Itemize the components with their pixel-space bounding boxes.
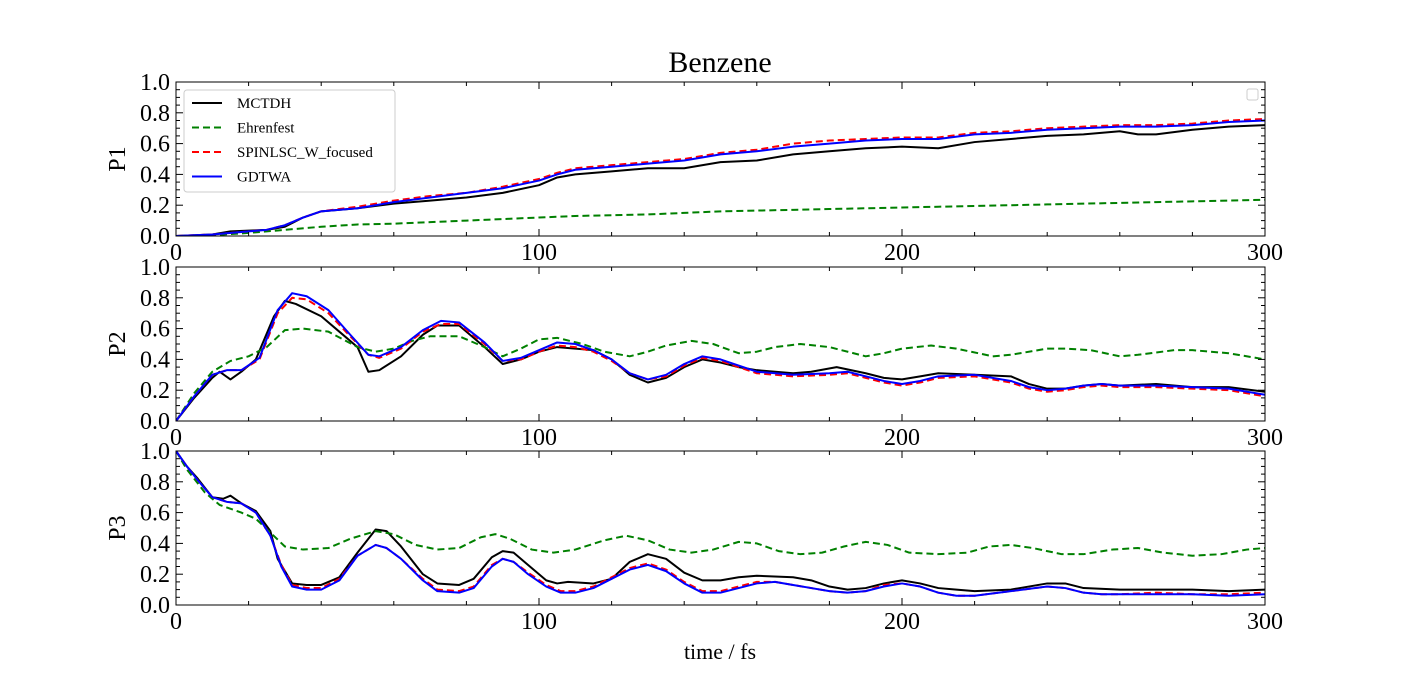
y-tick-label: 0.8 <box>140 286 170 312</box>
x-tick-label: 300 <box>1247 425 1283 451</box>
x-tick-label: 100 <box>521 240 557 266</box>
y-tick-label: 0.6 <box>140 132 170 158</box>
subplot-p1: 0 100 200 300 0.0 0.2 0.4 0.6 0.8 1.0 P1 MCTDH Ehren… <box>105 70 1283 266</box>
x-tick-label: 0 <box>170 425 182 451</box>
series-line-spinlsc-w-focused <box>176 117 1265 236</box>
legend-label: Ehrenfest <box>237 121 295 137</box>
y-tick-label: 0.8 <box>140 101 170 127</box>
y-tick-label: 0.2 <box>140 562 170 588</box>
y-tick-label: 1.0 <box>140 439 170 465</box>
x-tick-label: 200 <box>884 240 920 266</box>
x-tick-label: 100 <box>521 609 557 635</box>
y-tick-label: 0.8 <box>140 470 170 496</box>
series-line-ehrenfest <box>176 327 1265 421</box>
y-tick-label: 0.4 <box>140 162 170 188</box>
subplots: 0 100 200 300 0.0 0.2 0.4 0.6 0.8 1.0 P1 MCTDH Ehren… <box>105 70 1283 635</box>
x-tick-label: 0 <box>170 609 182 635</box>
subplot-p2: 0 100 200 300 0.0 0.2 0.4 0.6 0.8 1.0 P2 <box>105 255 1283 451</box>
x-tick-label: 300 <box>1247 609 1283 635</box>
y-tick-label: 0.0 <box>140 593 170 619</box>
legend: MCTDH Ehrenfest SPINLSC_W_focused GDTWA <box>183 89 396 193</box>
y-tick-label: 1.0 <box>140 255 170 281</box>
x-tick-label: 0 <box>170 240 182 266</box>
x-tick-label: 200 <box>884 425 920 451</box>
y-tick-label: 1.0 <box>140 70 170 96</box>
y-tick-label: 0.6 <box>140 501 170 527</box>
y-tick-label: 0.4 <box>140 347 170 373</box>
series-line-ehrenfest <box>176 198 1265 236</box>
empty-legend-box <box>1246 88 1259 101</box>
x-axis-label: time / fs <box>684 639 756 664</box>
series-line-gdtwa <box>176 292 1265 421</box>
legend-label: SPINLSC_W_focused <box>237 145 373 161</box>
x-tick-label: 300 <box>1247 240 1283 266</box>
y-tick-label: 0.2 <box>140 378 170 404</box>
y-axis-label: P2 <box>105 331 131 356</box>
series-line-gdtwa <box>176 451 1265 597</box>
series-line-gdtwa <box>176 119 1265 236</box>
y-axis-label: P3 <box>105 515 131 540</box>
y-tick-label: 0.0 <box>140 409 170 435</box>
y-axis-label: P1 <box>105 146 131 171</box>
series-line-ehrenfest <box>176 451 1265 557</box>
subplot-p3: 0 100 200 300 0.0 0.2 0.4 0.6 0.8 1.0 P3 <box>105 439 1283 635</box>
x-tick-label: 200 <box>884 609 920 635</box>
legend-label: MCTDH <box>237 96 291 112</box>
legend-box <box>183 89 396 193</box>
y-tick-label: 0.6 <box>140 317 170 343</box>
legend-label: GDTWA <box>237 170 291 186</box>
y-tick-label: 0.2 <box>140 193 170 219</box>
y-tick-label: 0.0 <box>140 224 170 250</box>
series-line-spinlsc-w-focused <box>176 296 1265 421</box>
y-tick-label: 0.4 <box>140 531 170 557</box>
chart-title: Benzene <box>668 46 771 79</box>
series-line-mctdh <box>176 299 1265 421</box>
x-tick-label: 100 <box>521 425 557 451</box>
